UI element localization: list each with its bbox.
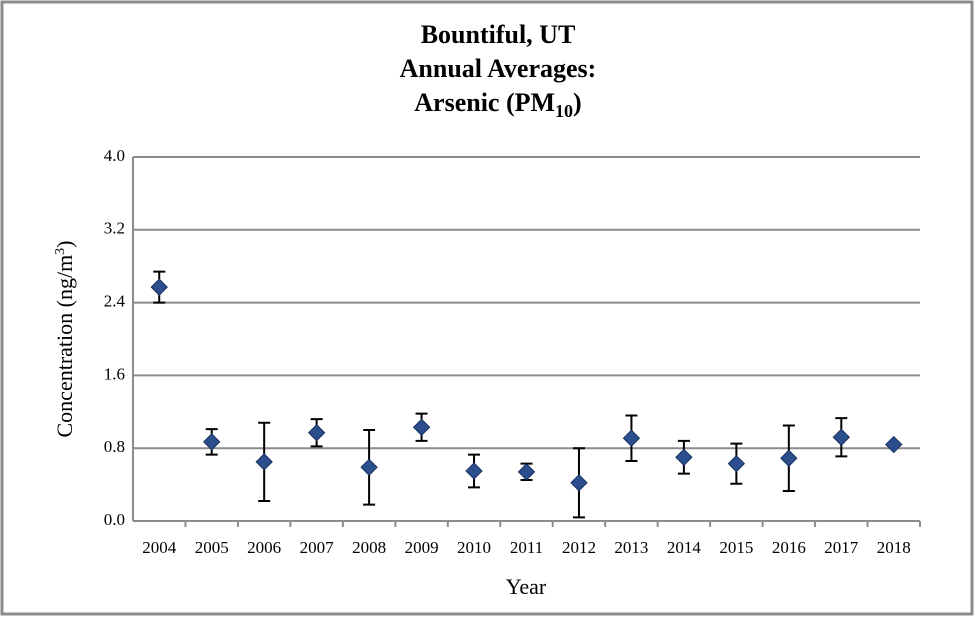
data-point	[885, 435, 903, 454]
y-tick-label: 2.4	[104, 292, 126, 311]
x-tick-label: 2004	[142, 538, 177, 557]
x-tick-label: 2017	[824, 538, 859, 557]
data-point	[255, 453, 273, 471]
y-title-text: )	[52, 240, 77, 247]
data-point	[307, 424, 326, 442]
x-tick-label: 2014	[667, 538, 702, 557]
x-tick-label: 2006	[247, 538, 281, 557]
x-tick-label: 2005	[195, 538, 229, 557]
y-title-text: Concentration (ng/m	[52, 255, 77, 438]
y-tick-label: 1.6	[104, 364, 125, 383]
y-tick-label: 3.2	[104, 219, 125, 238]
data-point	[832, 428, 851, 446]
x-tick-label: 2013	[614, 538, 648, 557]
x-tick-label: 2015	[719, 538, 753, 557]
x-tick-label: 2018	[877, 538, 911, 557]
data-point	[570, 474, 588, 492]
chart-title: Arsenic (PM10)	[414, 88, 581, 121]
data-point	[780, 449, 798, 467]
data-point	[622, 429, 641, 447]
x-tick-label: 2010	[457, 538, 491, 557]
data-point	[675, 448, 693, 467]
title-subscript: 10	[555, 101, 573, 121]
y-tick-label: 0.8	[104, 437, 125, 456]
chart-title: Bountiful, UT	[421, 20, 576, 49]
title-text: Arsenic (PM	[414, 88, 555, 117]
x-tick-label: 2012	[562, 538, 596, 557]
data-point	[202, 433, 221, 451]
data-point	[412, 418, 431, 436]
y-tick-label: 0.0	[104, 510, 125, 529]
title-text: )	[573, 88, 582, 117]
x-tick-label: 2008	[352, 538, 386, 557]
data-point	[150, 278, 168, 296]
x-tick-label: 2016	[772, 538, 806, 557]
x-axis-title: Year	[506, 574, 547, 599]
chart-title: Annual Averages:	[400, 54, 597, 83]
x-tick-label: 2009	[405, 538, 439, 557]
x-tick-label: 2011	[510, 538, 543, 557]
x-tick-label: 2007	[300, 538, 335, 557]
data-point	[727, 454, 746, 473]
data-point	[465, 462, 483, 480]
data-point	[360, 458, 378, 477]
y-title-superscript: 3	[53, 248, 68, 255]
y-axis-title: Concentration (ng/m3)	[52, 240, 77, 437]
data-point	[517, 463, 536, 481]
y-tick-label: 4.0	[104, 146, 125, 165]
